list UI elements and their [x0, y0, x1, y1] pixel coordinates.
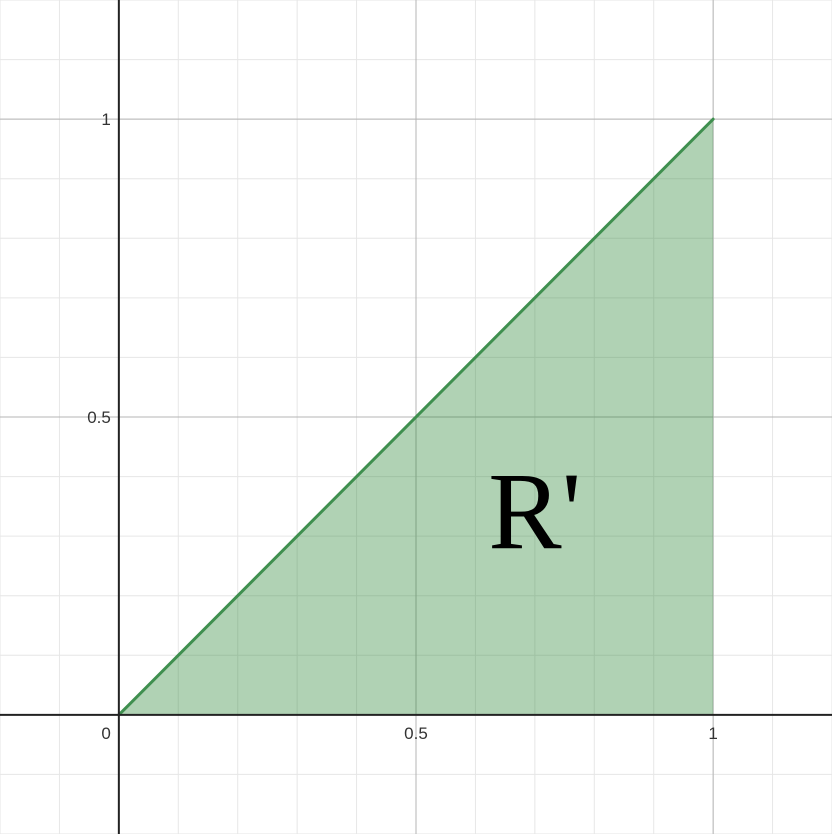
y-tick-label: 0.5	[87, 408, 111, 427]
origin-tick-label: 0	[101, 724, 110, 743]
region-r-prime	[117, 117, 715, 717]
region-label: R'	[488, 450, 581, 572]
boundary-line	[117, 117, 715, 717]
y-tick-label: 1	[101, 110, 110, 129]
tick-labels: 0 0.5 1 0.5 1	[87, 110, 718, 743]
x-tick-label: 0.5	[404, 724, 428, 743]
x-tick-label: 1	[708, 724, 717, 743]
